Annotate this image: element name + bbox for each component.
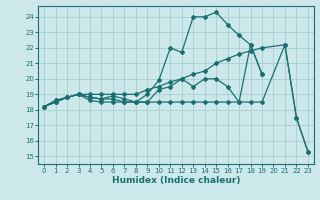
X-axis label: Humidex (Indice chaleur): Humidex (Indice chaleur) xyxy=(112,176,240,185)
